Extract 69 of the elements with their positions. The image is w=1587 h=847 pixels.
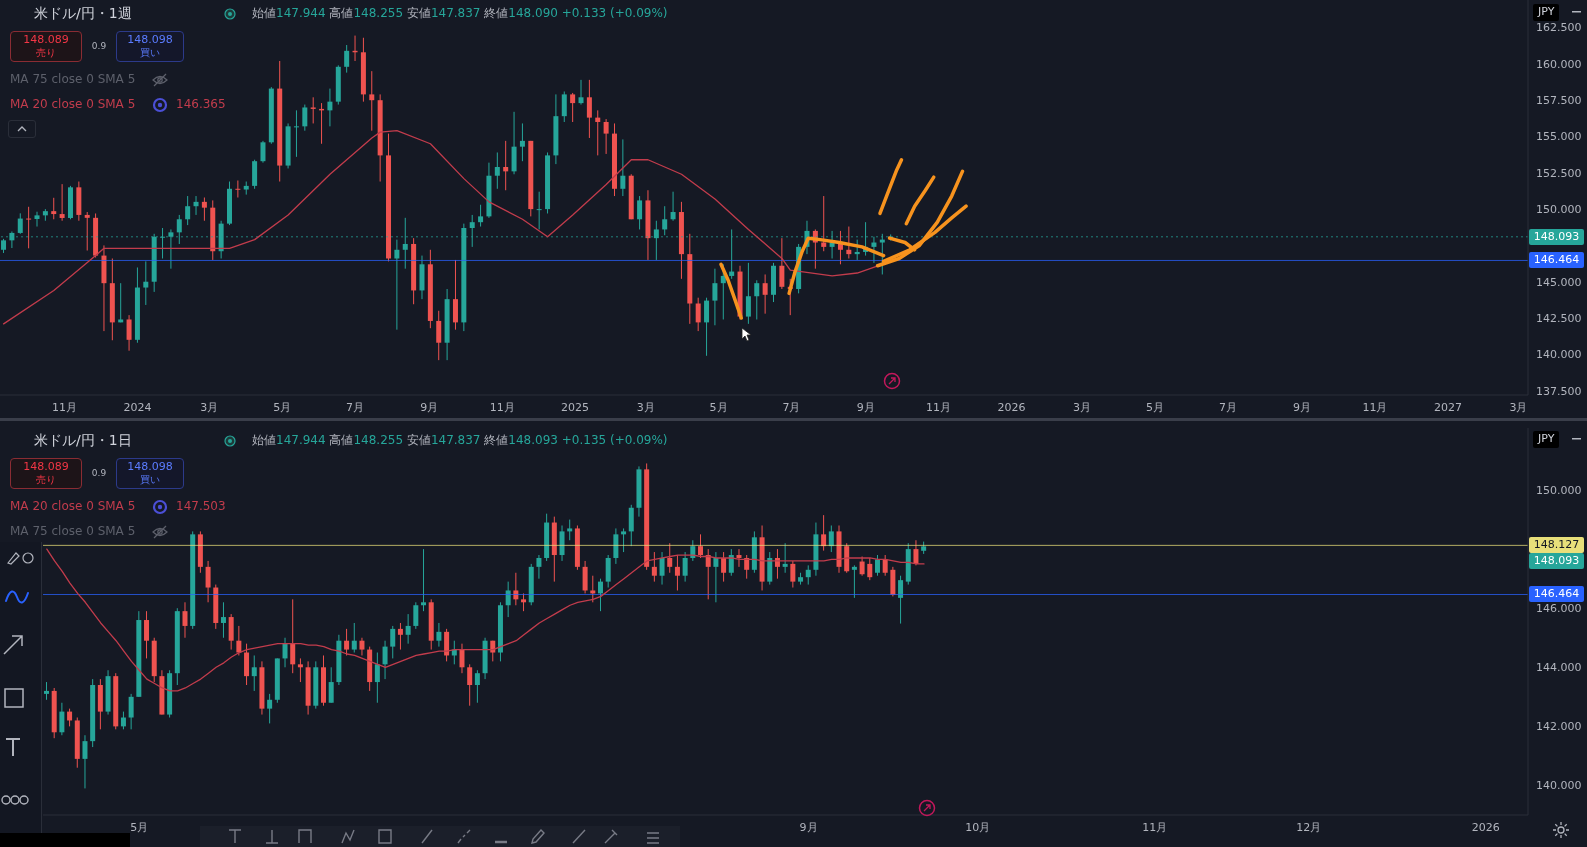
y-tick-label: 157.500 (1536, 94, 1582, 108)
x-tick-label: 10月 (965, 820, 991, 834)
x-tick-label: 2026 (1471, 820, 1500, 834)
x-tick-label: 2025 (561, 400, 590, 414)
y-tick-label: 142.500 (1536, 311, 1582, 325)
x-tick-label: 3月 (200, 400, 219, 414)
x-tick-label: 3月 (636, 400, 655, 414)
y-tick-label: 146.000 (1536, 602, 1582, 616)
annotation: 買い (140, 474, 160, 486)
chart-subtitle: 始値147.944 高値148.255 安値147.837 終値148.093 +0.135 (+0.09%) (252, 433, 668, 447)
ref-line-label: 146.464 (1529, 252, 1584, 269)
y-tick-label: 150.000 (1536, 483, 1582, 497)
x-tick-label: 9月 (1293, 400, 1312, 414)
chart-title: 米ドル/円・1週 (34, 5, 132, 22)
x-tick-label: 2026 (997, 400, 1026, 414)
x-tick-label: 3月 (1509, 400, 1528, 414)
annotation: 148.098 (127, 33, 173, 47)
y-tick-label: 150.000 (1536, 203, 1582, 217)
y-tick-label: 145.000 (1536, 275, 1582, 289)
annotation: 148.098 (127, 460, 173, 474)
annotation: 0.9 (91, 468, 107, 479)
annotation: MA 75 close 0 SMA 5 (10, 72, 136, 87)
x-tick-label: 2027 (1433, 400, 1462, 414)
text: MA 20 close 0 SMA 5 (10, 499, 136, 514)
x-tick-label: 5月 (1145, 400, 1164, 414)
chart-title: 米ドル/円・1日 (34, 432, 132, 449)
x-tick-label: 11月 (52, 400, 78, 414)
x-tick-label: 7月 (1218, 400, 1237, 414)
y-tick-label: 140.000 (1536, 779, 1582, 793)
annotation: 148.089 (23, 33, 69, 47)
x-tick-label: 2024 (123, 400, 152, 414)
y-tick-label: 155.000 (1536, 130, 1582, 144)
x-tick-label: 11月 (926, 400, 952, 414)
x-tick-label: 9月 (799, 820, 818, 834)
y-tick-label: 152.500 (1536, 166, 1582, 180)
y-tick-label: 160.000 (1536, 57, 1582, 71)
text: 始値147.944 高値148.255 安値147.837 終値148.090 +0.133 (+0.09%) (252, 6, 668, 20)
text: 148.093 (1529, 553, 1584, 570)
x-tick-label: 11月 (1142, 820, 1168, 834)
annotation: MA 75 close 0 SMA 5 (10, 524, 136, 539)
annotation: 0.9 (91, 41, 107, 52)
y-tick-label: 144.000 (1536, 661, 1582, 675)
annotation: 売り (36, 474, 56, 486)
x-tick-label: 11月 (489, 400, 515, 414)
annotation: 売り (36, 47, 56, 59)
x-tick-label: 7月 (346, 400, 365, 414)
x-tick-label: 3月 (1073, 400, 1092, 414)
y-tick-label: 142.000 (1536, 720, 1582, 734)
ref-line-label: 146.464 (1529, 586, 1584, 603)
x-tick-label: 9月 (420, 400, 439, 414)
x-tick-label: 12月 (1296, 820, 1322, 834)
ref-line-label: 148.127 (1529, 537, 1584, 554)
y-tick-label: 162.500 (1536, 21, 1582, 35)
text: MA 20 close 0 SMA 5 (10, 97, 136, 112)
x-tick-label: 7月 (782, 400, 801, 414)
y-tick-label: 140.000 (1536, 348, 1582, 362)
y-axis-title: JPY (1533, 4, 1560, 21)
y-tick-label: 137.500 (1536, 384, 1582, 398)
annotation: 148.089 (23, 460, 69, 474)
y-axis-title: JPY (1533, 431, 1560, 448)
x-tick-label: 9月 (856, 400, 875, 414)
x-tick-label: 5月 (273, 400, 292, 414)
annotation: 買い (140, 47, 160, 59)
annotation: 146.365 (176, 97, 226, 112)
x-tick-label: 11月 (1362, 400, 1388, 414)
x-tick-label: 5月 (130, 820, 149, 834)
ref-line-label: 148.093 (1529, 228, 1584, 245)
annotation: 147.503 (176, 499, 226, 514)
x-tick-label: 5月 (709, 400, 728, 414)
